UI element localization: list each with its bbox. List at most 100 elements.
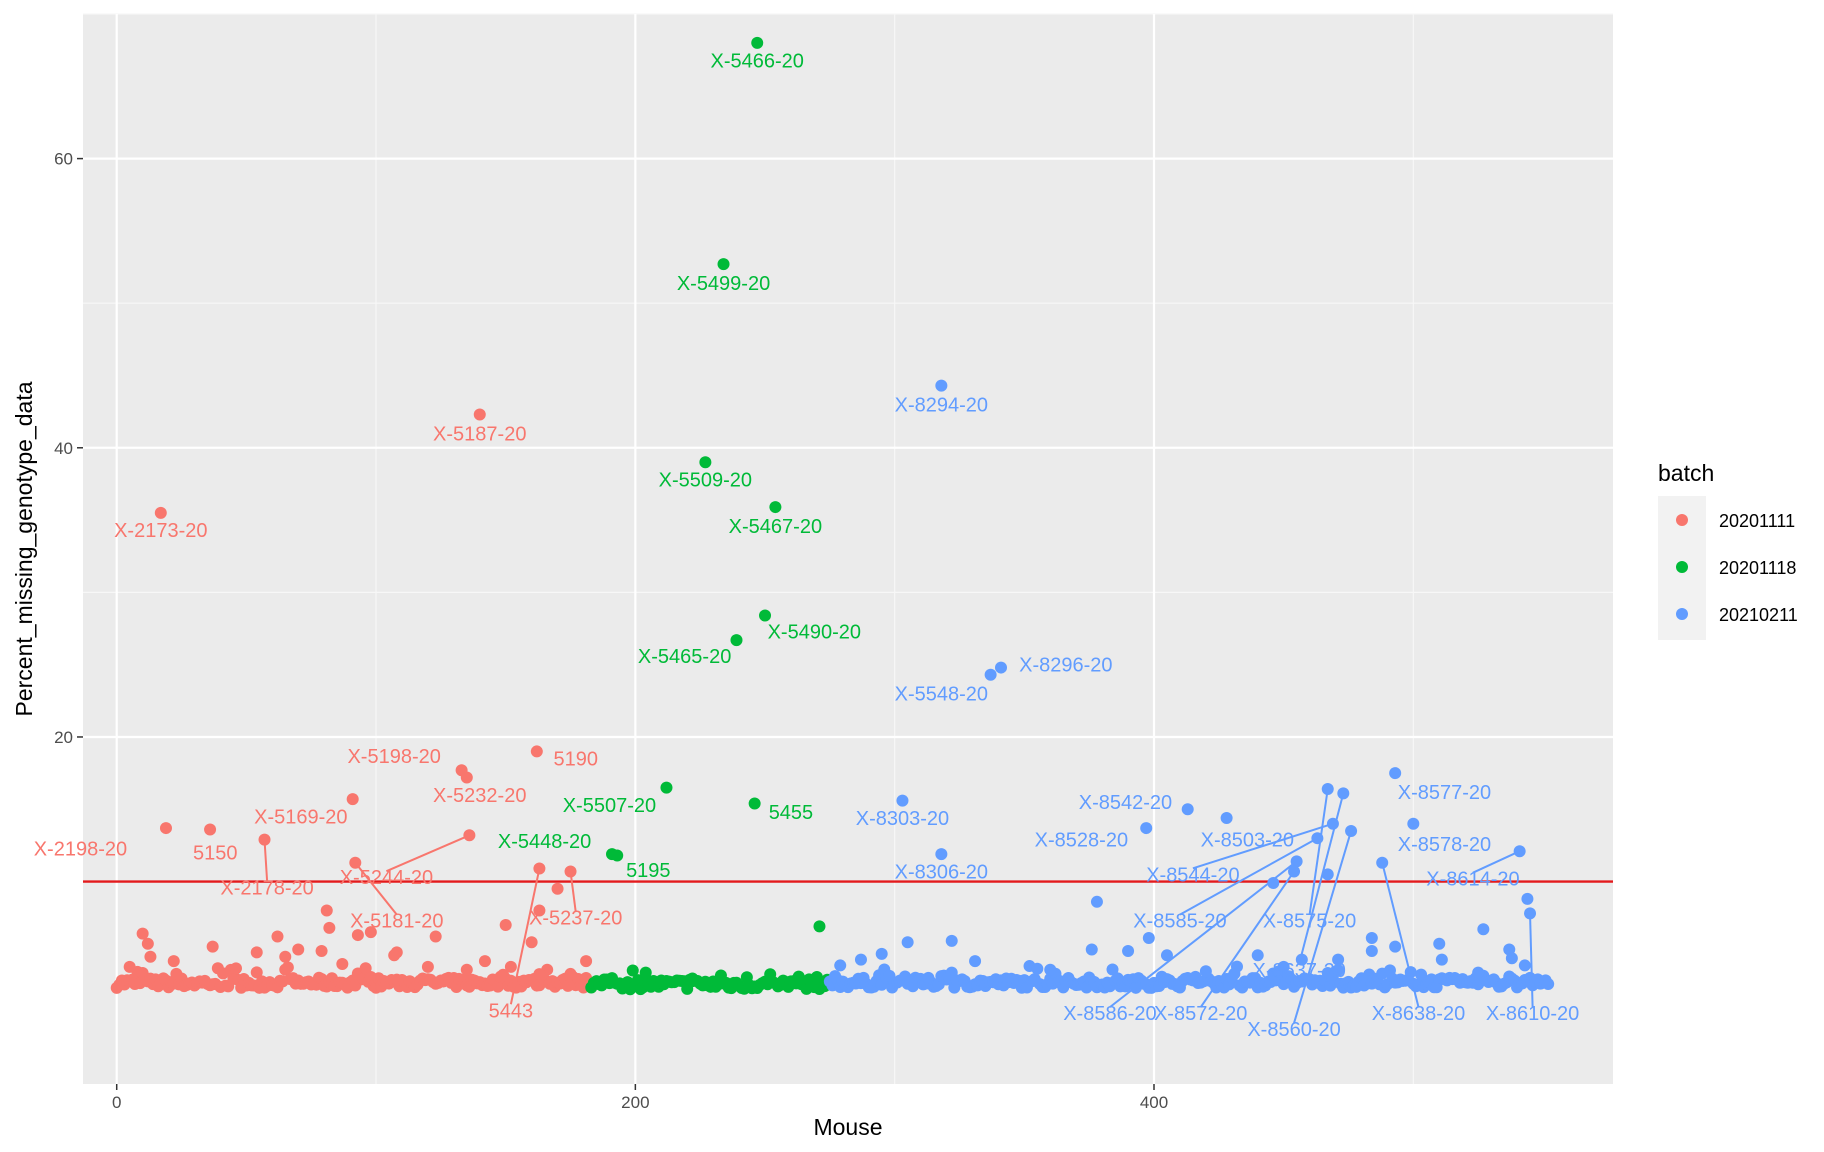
data-point (1085, 943, 1098, 956)
point-label: X-8585-20 (1133, 911, 1226, 933)
legend-title: batch (1658, 460, 1714, 486)
point-label: X-8544-20 (1146, 864, 1239, 886)
point-label: X-5465-20 (638, 646, 731, 668)
point-labels: X-2173-20 X-5187-20 5190 X-5198-20 X-5232-20… (34, 50, 1580, 1041)
data-point (969, 955, 982, 968)
data-point (533, 904, 546, 917)
data-point (984, 668, 997, 681)
data-point (1433, 937, 1446, 950)
data-point (141, 937, 154, 950)
data-point (159, 822, 172, 835)
data-point (1524, 907, 1537, 920)
data-point (901, 936, 914, 949)
data-point (136, 927, 149, 940)
data-point (1345, 824, 1358, 837)
data-point (230, 962, 242, 975)
legend-key (1676, 561, 1688, 573)
data-point (460, 771, 473, 784)
data-point (336, 957, 349, 970)
data-points (110, 36, 1555, 996)
point-label: X-8560-20 (1247, 1019, 1340, 1041)
point-label: X-5507-20 (563, 795, 656, 817)
data-point (1106, 963, 1119, 976)
label-leader-line (1192, 822, 1334, 870)
point-label: X-8578-20 (1398, 834, 1491, 856)
data-point (935, 848, 948, 861)
data-point (473, 408, 486, 421)
label-leader-line (569, 871, 577, 912)
point-label: X-5466-20 (711, 50, 804, 72)
label-leader-line (1293, 830, 1353, 1024)
data-point (1404, 966, 1417, 979)
data-point (1477, 923, 1490, 936)
point-label: 5455 (769, 802, 814, 824)
x-axis: 0 200 400 (112, 1084, 1168, 1112)
point-label: X-8637-20 (1253, 960, 1346, 982)
point-label: X-8542-20 (1079, 792, 1172, 814)
data-point (1160, 949, 1173, 962)
data-point (144, 950, 157, 963)
data-point (686, 972, 699, 985)
point-label: X-8614-20 (1426, 869, 1519, 891)
label-leader-line (1529, 913, 1534, 1008)
y-tick-label: 60 (54, 150, 73, 169)
label-leader-line (263, 839, 269, 882)
point-label: X-5448-20 (498, 831, 591, 853)
y-axis: 20 40 60 (54, 150, 83, 747)
point-label: X-5198-20 (347, 746, 440, 768)
point-label: X-8577-20 (1398, 782, 1491, 804)
data-point (206, 940, 219, 953)
label-leader-line (1308, 788, 1329, 915)
point-label: 5190 (553, 749, 598, 771)
label-leader-line (1472, 850, 1521, 874)
point-label: X-8638-20 (1372, 1003, 1465, 1025)
point-label: X-8296-20 (1019, 655, 1112, 677)
data-point (478, 955, 491, 968)
data-point (1332, 953, 1345, 966)
data-point (1365, 944, 1378, 957)
point-label: X-5490-20 (768, 621, 861, 643)
data-point (1521, 892, 1534, 905)
data-point (346, 793, 359, 806)
point-label: 5150 (193, 843, 238, 865)
data-point (250, 946, 263, 959)
data-point (258, 833, 271, 846)
data-point (1044, 963, 1057, 976)
data-point (530, 745, 543, 758)
data-point (769, 501, 782, 514)
data-point (834, 959, 847, 972)
label-leader-line (1179, 837, 1318, 916)
data-point (748, 797, 761, 810)
data-point (1518, 959, 1531, 972)
data-point (463, 829, 476, 842)
data-point (1332, 964, 1345, 977)
legend-label: 20201111 (1719, 511, 1795, 531)
data-point (1140, 822, 1153, 835)
data-point (167, 955, 180, 968)
data-point (123, 960, 136, 973)
data-point (611, 849, 624, 862)
data-point (204, 823, 217, 836)
data-point (499, 918, 512, 931)
data-point (1389, 940, 1402, 953)
data-point (320, 904, 333, 917)
data-point (995, 661, 1007, 674)
label-leader-line (386, 834, 470, 873)
y-tick-label: 40 (54, 439, 73, 458)
data-point (1311, 832, 1324, 845)
plot-panel (83, 14, 1613, 1084)
point-label: X-8586-20 (1063, 1003, 1156, 1025)
data-point (504, 960, 517, 973)
legend: batch 20201111 20201118 20210211 (1658, 460, 1798, 640)
data-point (525, 936, 538, 949)
data-point (292, 943, 305, 956)
data-point (1326, 817, 1339, 830)
point-label: X-2178-20 (220, 877, 313, 899)
data-point (813, 920, 826, 933)
data-point (1090, 895, 1103, 908)
data-point (1230, 960, 1243, 973)
data-point (1389, 767, 1402, 780)
data-point (421, 960, 434, 973)
point-label: X-5509-20 (659, 470, 752, 492)
